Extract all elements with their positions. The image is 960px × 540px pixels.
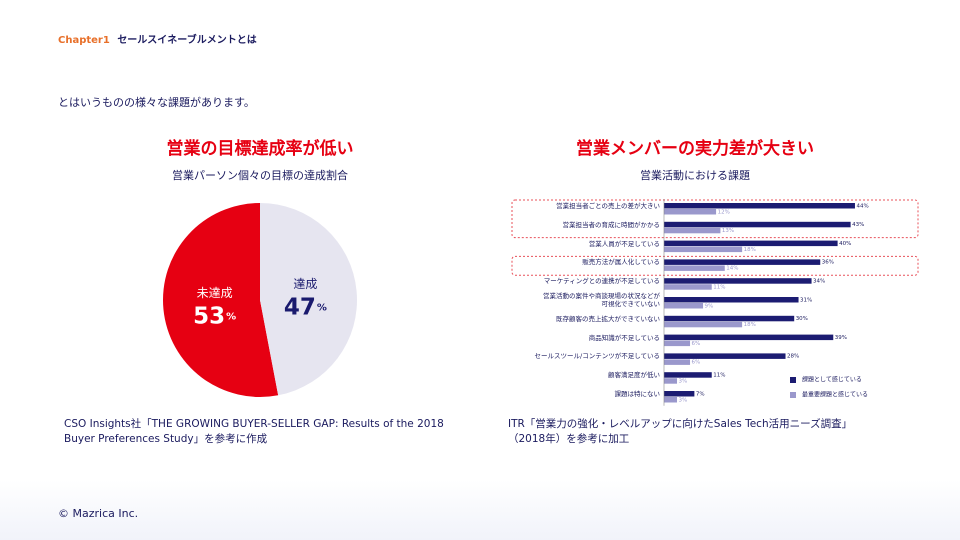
bar (664, 334, 834, 341)
legend-label: 課題として感じている (802, 376, 862, 384)
value-number: 47 (284, 294, 316, 320)
category-label: 顧客満足度が低い (608, 371, 660, 380)
bar (664, 240, 838, 247)
bar (664, 297, 799, 303)
bar (664, 259, 821, 265)
bar (664, 278, 812, 284)
legend-label: 最重要課題と感じている (802, 391, 868, 399)
value-label: 11% (713, 372, 725, 378)
category-label: マーケティングとの連携が不足している (543, 277, 660, 286)
value-label: 14% (726, 266, 738, 272)
value-number: 53 (193, 303, 225, 329)
value-label: 3% (679, 378, 688, 384)
value-label: 36% (822, 260, 834, 266)
bar (664, 265, 725, 271)
value-label: 30% (796, 316, 808, 322)
category-label: 販売方法が属人化している (582, 258, 660, 267)
value-label: 11% (713, 284, 725, 290)
bar (664, 359, 691, 365)
bar (664, 340, 691, 347)
bar (664, 321, 743, 328)
highlight-box (511, 255, 919, 276)
value-label: 34% (813, 278, 825, 284)
bar (664, 246, 743, 253)
slice-value: 53% (193, 303, 236, 329)
value-label: 7% (696, 391, 705, 397)
value-label: 6% (692, 360, 701, 366)
heading: 営業の目標達成率が低い (166, 139, 354, 159)
bar (664, 227, 721, 234)
heading: 営業メンバーの実力差が大きい (576, 139, 814, 159)
bar (664, 391, 695, 397)
header-title: セールスイネーブルメントとは (117, 35, 257, 46)
category-label: 商品知識が不足している (588, 333, 660, 342)
category-label: 営業人員が不足している (588, 239, 660, 248)
chart-title: 営業パーソン個々の目標の達成割合 (172, 169, 348, 182)
header: Chapter1 セールスイネーブルメントとは (58, 31, 257, 46)
slice-label: 達成 (293, 277, 317, 291)
value-label: 44% (856, 203, 868, 209)
legend-swatch (790, 377, 796, 383)
category-label: 営業担当者の育成に時間がかかる (562, 220, 661, 229)
bar (664, 303, 704, 309)
value-label: 18% (744, 322, 756, 328)
value-label: 3% (679, 397, 688, 403)
category-label: 既存顧客の売上拡大ができていない (556, 314, 660, 323)
bar (664, 284, 712, 290)
highlight-box (511, 199, 919, 239)
pie-slice (260, 203, 357, 396)
value-label: 12% (718, 209, 730, 215)
bar (664, 397, 678, 403)
value-label: 9% (705, 303, 714, 309)
category-label: 営業担当者ごとの売上の差が大きい (556, 202, 660, 210)
legend-swatch (790, 392, 796, 398)
bar (664, 209, 717, 215)
bar (664, 378, 678, 384)
category-label: 営業活動の案件や商談現場の状況などが 可視化できていない (543, 292, 660, 308)
value-label: 39% (835, 335, 847, 341)
bar (664, 372, 712, 378)
background-decoration (0, 480, 960, 540)
bar (664, 315, 795, 322)
chart-title: 営業活動における課題 (640, 169, 750, 182)
value-unit: % (226, 311, 236, 322)
value-label: 18% (744, 247, 756, 253)
source: CSO Insights社「THE GROWING BUYER-SELLER G… (64, 418, 444, 445)
value-label: 6% (692, 341, 701, 347)
slice-value: 47% (284, 294, 327, 320)
value-label: 28% (787, 354, 799, 360)
value-label: 40% (839, 241, 851, 247)
bar (664, 203, 855, 209)
bar (664, 353, 786, 359)
bar (664, 221, 851, 228)
value-label: 13% (722, 228, 734, 234)
source: ITR「営業力の強化・レベルアップに向けたSales Tech活用ニーズ調査」（… (508, 418, 853, 445)
pie-slice (162, 203, 279, 397)
chapter: Chapter1 (58, 35, 110, 46)
slice-label: 未達成 (197, 286, 233, 300)
value-unit: % (317, 303, 327, 314)
category-label: セールスツール/コンテンツが不足している (534, 352, 661, 361)
footer: © Mazrica Inc. (58, 507, 139, 520)
value-label: 31% (800, 297, 812, 303)
category-label: 課題は特にない (614, 390, 661, 398)
value-label: 43% (852, 222, 864, 228)
intro: とはいうものの様々な課題があります。 (58, 96, 255, 109)
